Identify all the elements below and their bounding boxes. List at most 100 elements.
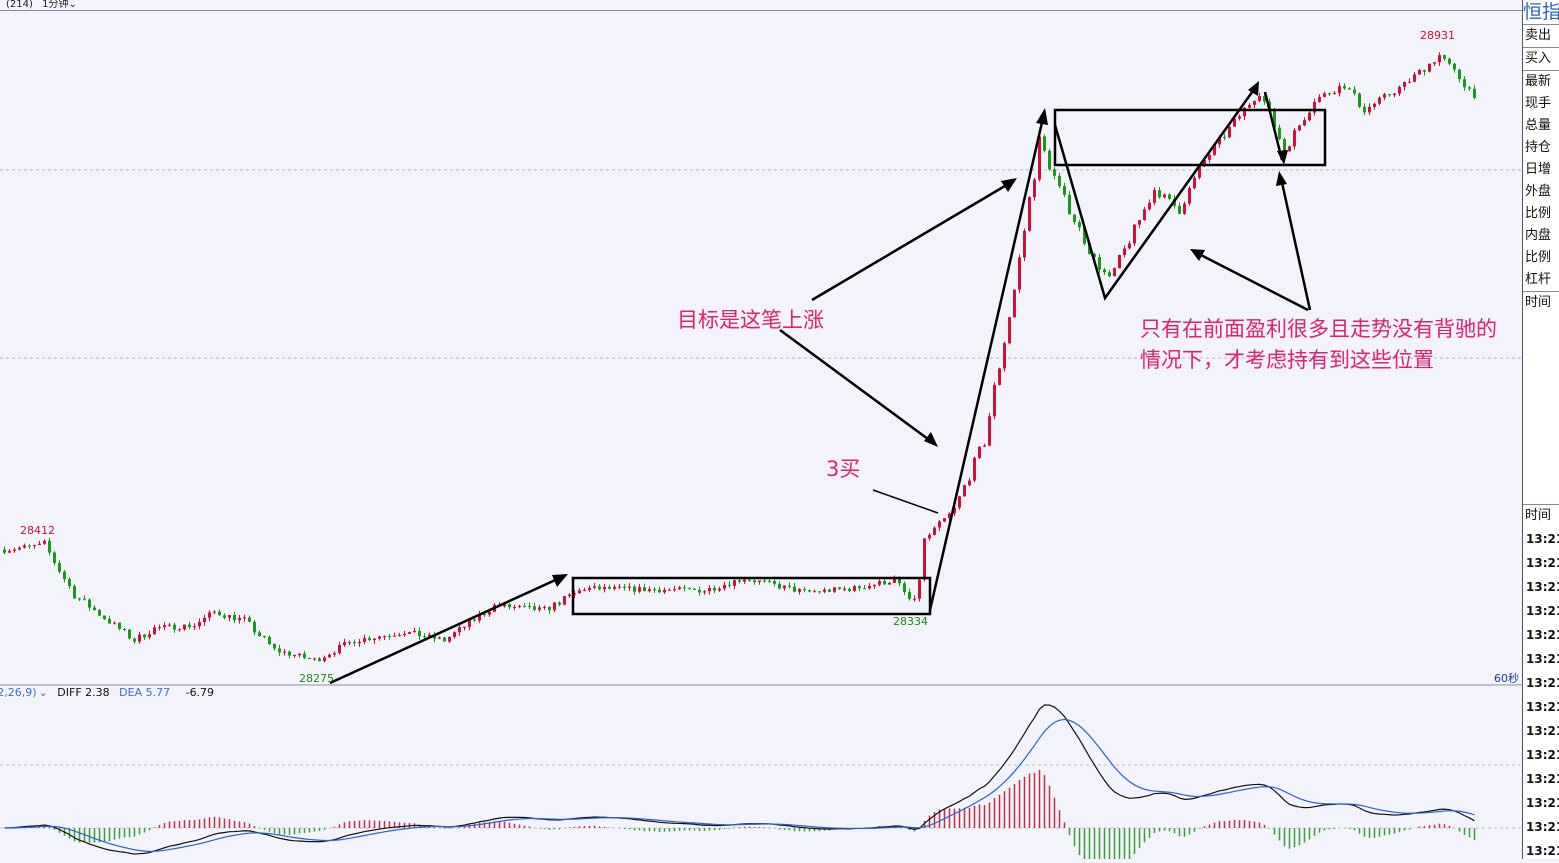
candle — [518, 604, 521, 609]
candle — [553, 601, 556, 613]
period-label: 1分钟 — [42, 0, 69, 10]
candle — [1403, 81, 1406, 91]
candle — [908, 588, 911, 601]
candle — [1363, 103, 1366, 115]
candle — [1238, 114, 1241, 121]
stat-row: 比例 — [1525, 206, 1552, 221]
candle — [923, 538, 926, 582]
candle — [83, 595, 86, 601]
period-selector[interactable]: 1分钟⌄ — [42, 0, 77, 10]
candle — [338, 641, 341, 655]
trade-time: 13:21 — [1526, 724, 1559, 738]
candle — [303, 651, 306, 660]
candle — [808, 589, 811, 593]
candle — [358, 638, 361, 647]
stat-row: 内盘 — [1525, 228, 1552, 243]
candle — [458, 624, 461, 636]
candle — [1463, 76, 1466, 91]
candle — [1048, 148, 1051, 171]
candle — [448, 636, 451, 644]
candle — [8, 549, 11, 553]
candle — [1043, 134, 1046, 153]
candle — [1228, 126, 1231, 139]
candle — [1298, 124, 1301, 132]
dea-line — [4, 718, 1475, 852]
candle — [628, 583, 631, 592]
candle — [1338, 82, 1341, 97]
chart-toolbar: (214) 1分钟⌄ — [0, 0, 1522, 11]
candle — [558, 601, 561, 607]
trade-time: 13:21 — [1526, 820, 1559, 834]
candle — [543, 605, 546, 610]
candle — [988, 412, 991, 447]
stat-row: 最新 — [1525, 74, 1552, 89]
arrow-line — [872, 489, 939, 514]
candle — [1423, 69, 1426, 76]
macd-dea: DEA 5.77 — [119, 686, 171, 699]
candle — [1288, 145, 1291, 152]
candle — [843, 586, 846, 592]
trade-time: 13:21 — [1526, 556, 1559, 570]
candle — [353, 639, 356, 647]
candle — [583, 587, 586, 592]
candle — [183, 624, 186, 631]
candle — [1143, 206, 1146, 221]
candle — [1398, 85, 1401, 96]
candle — [1378, 96, 1381, 106]
candle — [968, 477, 971, 487]
candle — [653, 587, 656, 594]
chevron-down-icon[interactable]: ⌄ — [38, 686, 48, 699]
candle — [408, 631, 411, 635]
candle — [978, 446, 981, 459]
candle — [1018, 254, 1021, 294]
candle — [463, 626, 466, 631]
arrowhead — [1190, 249, 1205, 261]
candle — [368, 635, 371, 642]
candle — [1328, 92, 1331, 96]
candle — [1028, 196, 1031, 232]
candle — [243, 614, 246, 622]
macd-params[interactable]: (12,26,9) — [0, 686, 37, 699]
candle — [698, 586, 701, 596]
arrowhead — [924, 432, 938, 447]
candle — [803, 586, 806, 593]
candle — [608, 584, 611, 590]
stat-row: 比例 — [1525, 250, 1552, 265]
trade-time: 13:21 — [1526, 580, 1559, 594]
candle — [288, 650, 291, 659]
candle — [1053, 167, 1056, 180]
candle — [683, 584, 686, 592]
candle — [233, 611, 236, 624]
candle — [48, 537, 51, 556]
candle — [1133, 224, 1136, 247]
candle — [1258, 92, 1261, 103]
candle — [748, 579, 751, 582]
candle — [1123, 245, 1126, 258]
candle — [1383, 92, 1386, 101]
candle — [278, 644, 281, 657]
candle — [1433, 62, 1436, 67]
ask-row: 卖出 — [1523, 25, 1559, 48]
candle — [678, 585, 681, 590]
candle — [818, 591, 821, 594]
arrow-line — [928, 117, 1045, 611]
trade-time: 13:21 — [1526, 772, 1559, 786]
interval-label: 60秒 — [1494, 672, 1519, 685]
candle — [1308, 110, 1311, 122]
annotation-note-line1: 只有在前面盈利很多且走势没有背驰的 — [1140, 317, 1497, 341]
candle — [1098, 253, 1101, 274]
candle — [1038, 133, 1041, 182]
candle — [1008, 316, 1011, 345]
macd-diff: DIFF 2.38 — [57, 686, 110, 699]
candle — [1128, 240, 1131, 250]
candle — [1388, 93, 1391, 97]
candle — [223, 613, 226, 620]
candle — [258, 630, 261, 637]
stat-row: 外盘 — [1525, 184, 1552, 199]
candle — [668, 588, 671, 591]
candle — [18, 546, 21, 551]
candle — [263, 635, 266, 639]
candle — [383, 635, 386, 640]
candle — [58, 560, 61, 574]
chart-canvas[interactable] — [0, 0, 1522, 859]
